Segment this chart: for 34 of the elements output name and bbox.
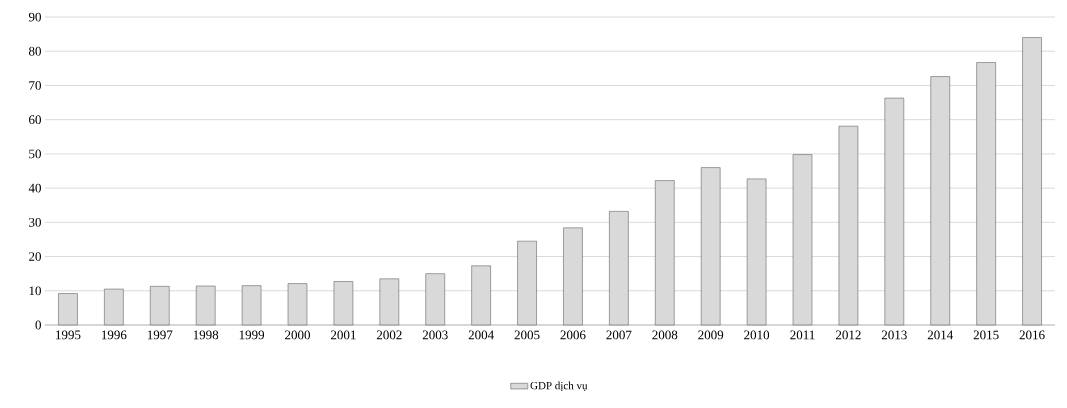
x-tick-label: 1995: [56, 330, 81, 340]
bar: [58, 293, 78, 326]
y-tick-label: 0: [35, 320, 41, 330]
x-tick-label: 1996: [102, 330, 127, 340]
x-tick-label: 2005: [514, 330, 540, 340]
x-tick-label: 2003: [422, 330, 448, 340]
x-tick-label: 2014: [927, 330, 954, 340]
x-tick-label: 2015: [973, 330, 999, 340]
x-tick-label: 2012: [835, 330, 861, 340]
y-tick-label: 90: [28, 12, 41, 22]
y-tick-label: 20: [29, 252, 41, 261]
x-tick-label: 2004: [468, 330, 494, 340]
x-tick-label: 2010: [744, 330, 770, 340]
x-tick-label: 2002: [376, 330, 402, 340]
y-tick-label: 80: [28, 46, 41, 56]
x-tick-label: 2016: [1019, 330, 1045, 340]
x-tick-label: 2007: [606, 330, 632, 340]
x-tick-label: 1999: [239, 330, 265, 340]
y-tick-label: 50: [29, 149, 41, 159]
x-tick-label: 2000: [285, 330, 311, 340]
x-tick-label: 2009: [698, 330, 724, 340]
x-tick-label: 2011: [790, 330, 815, 340]
x-tick-label: 1998: [193, 330, 219, 340]
y-tick-label: 70: [29, 81, 41, 90]
x-tick-label: 2001: [330, 330, 356, 340]
y-tick-label: 40: [28, 183, 41, 193]
legend-label: GDP dịch vụ: [530, 381, 588, 392]
y-tick-label: 60: [29, 115, 41, 125]
x-tick-label: 2013: [881, 330, 907, 340]
x-tick-label: 1997: [147, 330, 173, 340]
x-tick-label: 2006: [560, 330, 586, 340]
x-tick-label: 2008: [652, 330, 678, 340]
y-tick-label: 10: [29, 286, 41, 296]
y-tick-label: 30: [29, 217, 41, 227]
